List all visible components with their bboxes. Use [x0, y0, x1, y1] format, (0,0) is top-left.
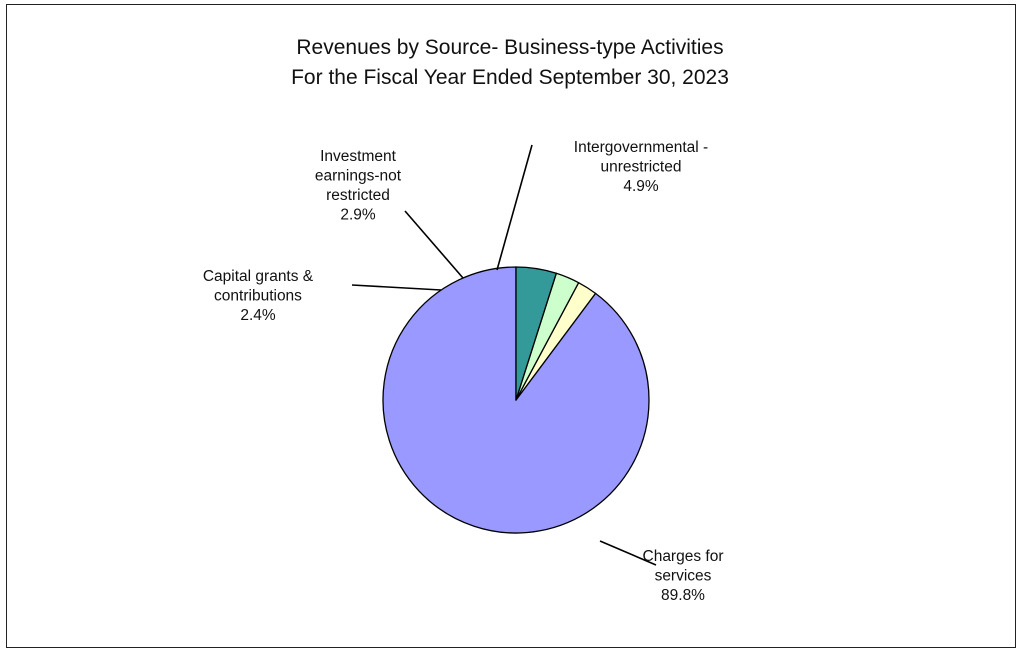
- leader-line-3: [496, 144, 533, 271]
- slice-value-label-1-2: 2.4%: [240, 307, 276, 324]
- slice-label-line-0-1: services: [655, 568, 712, 585]
- slice-label-line-0-0: Charges for: [643, 548, 724, 565]
- slice-label-line-1-1: contributions: [214, 288, 302, 305]
- chart-title-line-1: Revenues by Source- Business-type Activi…: [296, 36, 723, 59]
- pie-slices: [382, 266, 650, 534]
- chart-title: Revenues by Source- Business-type Activi…: [291, 36, 729, 89]
- leader-lines: [351, 144, 657, 566]
- slice-value-label-0-2: 89.8%: [661, 587, 705, 604]
- slice-label-line-2-2: restricted: [326, 187, 390, 204]
- pie-slice-3: [515, 266, 557, 401]
- slice-label-line-3-1: unrestricted: [601, 159, 682, 176]
- slice-label-line-3-0: Intergovernmental -: [574, 139, 708, 156]
- leader-line-1: [351, 284, 442, 291]
- chart-title-line-2: For the Fiscal Year Ended September 30, …: [291, 66, 729, 89]
- slice-label-line-1-0: Capital grants &: [203, 268, 314, 285]
- slice-label-line-2-1: earnings-not: [315, 168, 402, 185]
- slice-value-label-2-3: 2.9%: [340, 207, 376, 224]
- leader-line-2: [404, 210, 464, 279]
- slice-label-line-2-0: Investment: [320, 148, 397, 165]
- slice-labels: Charges for services 89.8% Capital grants &…: [203, 139, 724, 604]
- leader-line-0: [599, 540, 657, 566]
- slice-value-label-3-2: 4.9%: [623, 178, 659, 195]
